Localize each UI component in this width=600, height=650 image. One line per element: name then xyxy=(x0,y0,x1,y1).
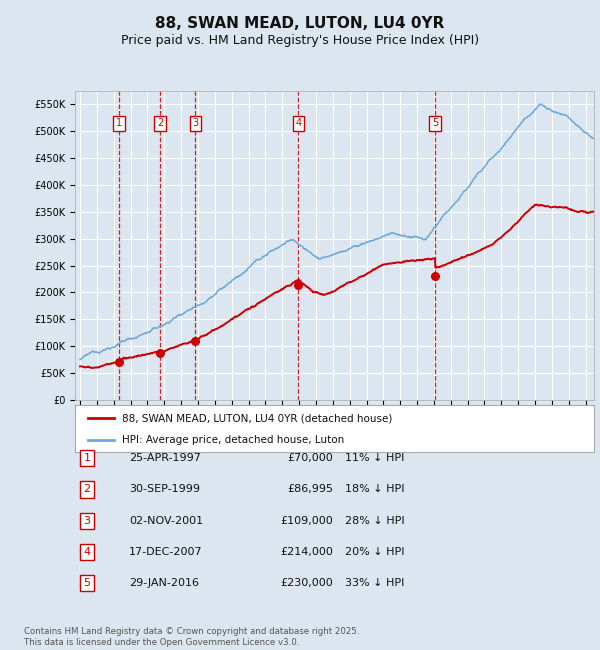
Text: £214,000: £214,000 xyxy=(280,547,333,557)
Point xyxy=(293,280,303,290)
Text: 33% ↓ HPI: 33% ↓ HPI xyxy=(345,578,404,588)
Point xyxy=(191,336,200,346)
Text: 5: 5 xyxy=(83,578,91,588)
Text: 18% ↓ HPI: 18% ↓ HPI xyxy=(345,484,404,495)
Text: 4: 4 xyxy=(83,547,91,557)
Text: 17-DEC-2007: 17-DEC-2007 xyxy=(129,547,203,557)
Text: Price paid vs. HM Land Registry's House Price Index (HPI): Price paid vs. HM Land Registry's House … xyxy=(121,34,479,47)
Text: 2: 2 xyxy=(83,484,91,495)
Text: £86,995: £86,995 xyxy=(287,484,333,495)
Text: 2: 2 xyxy=(157,118,163,129)
Text: 88, SWAN MEAD, LUTON, LU4 0YR: 88, SWAN MEAD, LUTON, LU4 0YR xyxy=(155,16,445,31)
Text: 28% ↓ HPI: 28% ↓ HPI xyxy=(345,515,404,526)
Text: 3: 3 xyxy=(83,515,91,526)
Text: 30-SEP-1999: 30-SEP-1999 xyxy=(129,484,200,495)
Text: 5: 5 xyxy=(432,118,439,129)
Text: £230,000: £230,000 xyxy=(280,578,333,588)
Text: 1: 1 xyxy=(116,118,122,129)
Point xyxy=(430,271,440,281)
Point xyxy=(115,357,124,367)
Text: HPI: Average price, detached house, Luton: HPI: Average price, detached house, Luto… xyxy=(122,435,344,445)
Text: Contains HM Land Registry data © Crown copyright and database right 2025.
This d: Contains HM Land Registry data © Crown c… xyxy=(24,627,359,647)
Text: £70,000: £70,000 xyxy=(287,453,333,463)
Text: 1: 1 xyxy=(83,453,91,463)
Text: 29-JAN-2016: 29-JAN-2016 xyxy=(129,578,199,588)
Text: 88, SWAN MEAD, LUTON, LU4 0YR (detached house): 88, SWAN MEAD, LUTON, LU4 0YR (detached … xyxy=(122,413,392,423)
Text: £109,000: £109,000 xyxy=(280,515,333,526)
Text: 02-NOV-2001: 02-NOV-2001 xyxy=(129,515,203,526)
Text: 3: 3 xyxy=(192,118,199,129)
Point xyxy=(155,348,165,358)
Text: 25-APR-1997: 25-APR-1997 xyxy=(129,453,201,463)
Text: 11% ↓ HPI: 11% ↓ HPI xyxy=(345,453,404,463)
Text: 20% ↓ HPI: 20% ↓ HPI xyxy=(345,547,404,557)
Text: 4: 4 xyxy=(295,118,302,129)
